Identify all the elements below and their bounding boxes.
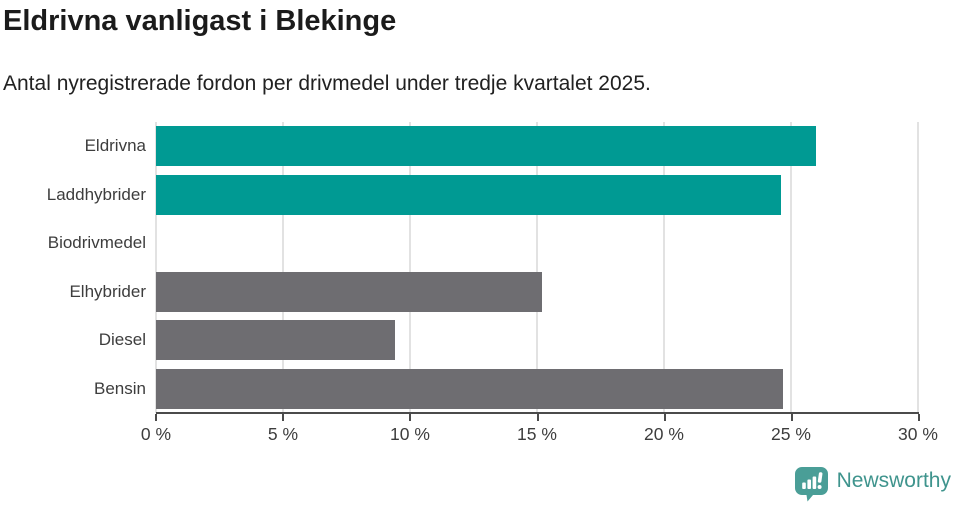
axis-tick <box>536 414 539 421</box>
x-tick-label: 20 % <box>644 424 684 444</box>
bar-rows <box>156 122 918 413</box>
bar-row <box>156 268 918 317</box>
category-label-laddhybrider: Laddhybrider <box>46 184 146 204</box>
bar-laddhybrider <box>156 174 781 215</box>
x-tick-label: 30 % <box>898 424 938 444</box>
category-label-elhybrider: Elhybrider <box>69 281 146 301</box>
gridline <box>790 122 792 413</box>
axis-tick <box>918 414 920 421</box>
x-tick-label: 15 % <box>517 424 557 444</box>
category-label-diesel: Diesel <box>98 330 146 350</box>
x-tick-label: 0 % <box>140 424 172 444</box>
gridline <box>409 122 411 413</box>
bar-elhybrider <box>156 271 543 312</box>
chart-title: Eldrivna vanligast i Blekinge <box>3 5 397 37</box>
x-axis-labels: 0 % 5 % 10 % 15 % 20 % 25 % 30 % <box>141 424 938 448</box>
chart-subtitle: Antal nyregistrerade fordon per drivmede… <box>3 72 651 95</box>
y-axis-labels: Eldrivna Laddhybrider Biodrivmedel Elhybrid… <box>0 122 146 413</box>
newsworthy-logo: Newsworthy <box>794 466 951 502</box>
bar-row <box>156 365 918 414</box>
gridline <box>155 122 157 413</box>
plot-area <box>155 122 919 413</box>
bar-row <box>156 219 918 268</box>
axis-tick <box>409 414 412 421</box>
bar-row <box>156 316 918 365</box>
gridline <box>282 122 284 413</box>
gridline <box>917 122 919 413</box>
bar-row <box>156 171 918 220</box>
axis-tick <box>155 414 157 421</box>
bar-row <box>156 122 918 171</box>
axis-tick <box>663 414 666 421</box>
newsworthy-logo-text: Newsworthy <box>836 469 951 492</box>
category-label-eldrivna: Eldrivna <box>84 136 146 156</box>
bar-bensin <box>156 368 784 409</box>
x-tick-label: 5 % <box>267 424 299 444</box>
newsworthy-logo-icon <box>794 467 828 502</box>
axis-tick <box>790 414 793 421</box>
gridline <box>536 122 538 413</box>
x-tick-label: 10 % <box>390 424 430 444</box>
x-tick-label: 25 % <box>771 424 811 444</box>
x-axis-line <box>155 412 920 421</box>
gridline <box>663 122 665 413</box>
axis-tick <box>282 414 285 421</box>
bar-diesel <box>156 320 395 361</box>
category-label-biodrivmedel: Biodrivmedel <box>47 233 146 253</box>
bar-eldrivna <box>156 126 817 167</box>
category-label-bensin: Bensin <box>94 378 146 398</box>
